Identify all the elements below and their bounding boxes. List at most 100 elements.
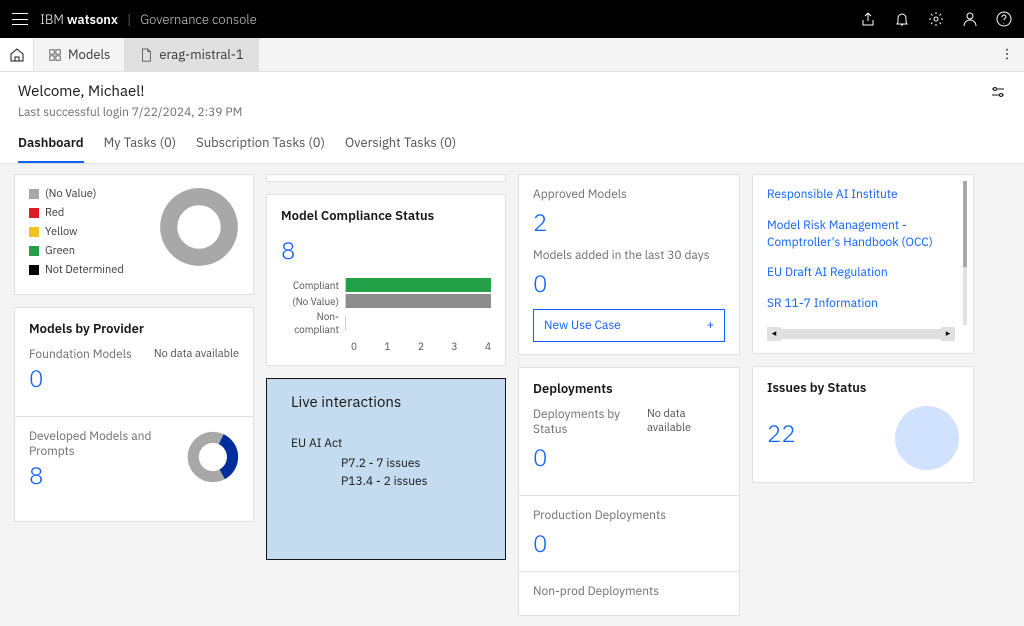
live-interactions-panel: Live interactions EU AI Act P7.2 - 7 iss… [266,378,506,560]
page-header: Welcome, Michael! Last successful login … [0,72,1024,164]
providers-title: Models by Provider [29,320,239,337]
dashboard-grid: (No Value) Red Yellow Green Not Determined M… [0,164,1024,626]
approved-models-card: Approved Models 2 Models added in the la… [518,174,740,355]
legend-label: Yellow [45,225,78,239]
nav-dashboard[interactable]: Dashboard [18,134,84,163]
vscroll-track[interactable] [963,181,967,325]
nonprod-label: Non-prod Deployments [533,584,725,599]
added-label: Models added in the last 30 days [533,248,725,263]
bar-label: Compliant [281,279,345,292]
tab-document-label: erag-mistral-1 [159,46,243,63]
new-use-case-label: New Use Case [544,318,621,333]
spacer-card [266,174,506,182]
reference-link[interactable]: EU Draft AI Regulation [767,265,955,282]
tab-models[interactable]: Models [34,38,125,71]
new-use-case-button[interactable]: New Use Case + [533,309,725,342]
developed-value: 8 [29,459,187,491]
compliance-bar-chart: Compliant (No Value) Non-compliant [281,278,491,336]
file-icon [139,48,153,62]
welcome-text: Welcome, Michael! [18,82,1006,101]
top-bar: IBM watsonx | Governance console [0,0,1024,38]
nav-mytasks[interactable]: My Tasks (0) [104,134,177,163]
foundation-label: Foundation Models [29,347,132,362]
live-title: Live interactions [291,393,481,412]
issues-circle-chart [895,406,959,470]
legend-label: Red [45,206,64,220]
user-icon[interactable] [962,11,978,27]
approved-value: 2 [533,206,725,238]
live-line-1: P13.4 - 2 issues [341,473,481,491]
share-icon[interactable] [860,11,876,27]
developed-label: Developed Models and Prompts [29,429,187,459]
status-legend-card: (No Value) Red Yellow Green Not Determined [14,174,254,295]
reference-link[interactable]: SR 11-7 Information [767,296,955,313]
reference-links-card: Responsible AI Institute Model Risk Manag… [752,174,974,354]
foundation-value: 0 [29,362,132,394]
tune-icon[interactable] [990,84,1006,100]
prod-label: Production Deployments [533,508,725,523]
help-icon[interactable] [996,11,1012,27]
nav-tabs: Dashboard My Tasks (0) Subscription Task… [18,134,1006,163]
developed-donut-chart [187,429,239,485]
legend-label: Not Determined [45,263,124,277]
bell-icon[interactable] [894,11,910,27]
legend-swatch [29,227,39,237]
bar-track [345,294,491,308]
home-tab[interactable] [0,38,34,71]
reference-link[interactable]: Responsible AI Institute [767,187,955,204]
status-donut-chart [159,187,239,267]
issues-card: Issues by Status 22 [752,366,974,483]
legend-swatch [29,246,39,256]
dep-status-value: 0 [533,441,647,473]
hscroll[interactable]: ◂ ▸ [767,327,955,341]
grid-icon [48,48,62,62]
legend-item: Green [29,244,147,258]
hscroll-right-icon[interactable]: ▸ [941,327,955,341]
nav-subscription[interactable]: Subscription Tasks (0) [196,134,325,163]
legend-item: Red [29,206,147,220]
axis-tick: 2 [418,340,424,353]
legend-swatch [29,189,39,199]
legend-item: Not Determined [29,263,147,277]
legend-item: Yellow [29,225,147,239]
issues-title: Issues by Status [767,379,959,396]
added-value: 0 [533,267,725,299]
bar-row: Non-compliant [281,310,491,336]
legend-label: Green [45,244,75,258]
legend-swatch [29,208,39,218]
hscroll-left-icon[interactable]: ◂ [767,327,781,341]
bar-fill [346,294,491,308]
bar-row: Compliant [281,278,491,292]
legend-label: (No Value) [45,187,96,201]
brand: IBM watsonx | Governance console [40,11,257,28]
gear-icon[interactable] [928,11,944,27]
bar-track [345,278,491,292]
compliance-card: Model Compliance Status 8 Compliant(No V… [266,194,506,366]
approved-label: Approved Models [533,187,725,202]
tab-strip: Models erag-mistral-1 [0,38,1024,72]
live-line-0: P7.2 - 7 issues [341,455,481,473]
legend-item: (No Value) [29,187,147,201]
dep-status-nodata: No data available [647,407,725,435]
bar-label: (No Value) [281,295,345,308]
axis-tick: 0 [351,340,357,353]
bar-track [345,316,491,330]
live-group: EU AI Act [291,436,481,451]
menu-icon[interactable] [12,13,28,25]
prod-value: 0 [533,527,725,559]
models-by-provider-card: Models by Provider Foundation Models 0 N… [14,307,254,522]
deployments-title: Deployments [533,380,725,397]
tab-models-label: Models [68,46,110,63]
nav-oversight[interactable]: Oversight Tasks (0) [345,134,456,163]
plus-icon: + [707,318,714,333]
foundation-nodata: No data available [154,347,239,361]
tab-document[interactable]: erag-mistral-1 [125,38,258,71]
kebab-icon[interactable] [1000,47,1014,61]
axis-tick: 1 [385,340,391,353]
axis-tick: 4 [485,340,491,353]
reference-link[interactable]: Model Risk Management - Comptroller's Ha… [767,218,955,252]
legend-swatch [29,265,39,275]
dep-status-label: Deployments by Status [533,407,647,437]
compliance-axis: 0 1 2 3 4 [351,340,491,353]
axis-tick: 3 [452,340,458,353]
